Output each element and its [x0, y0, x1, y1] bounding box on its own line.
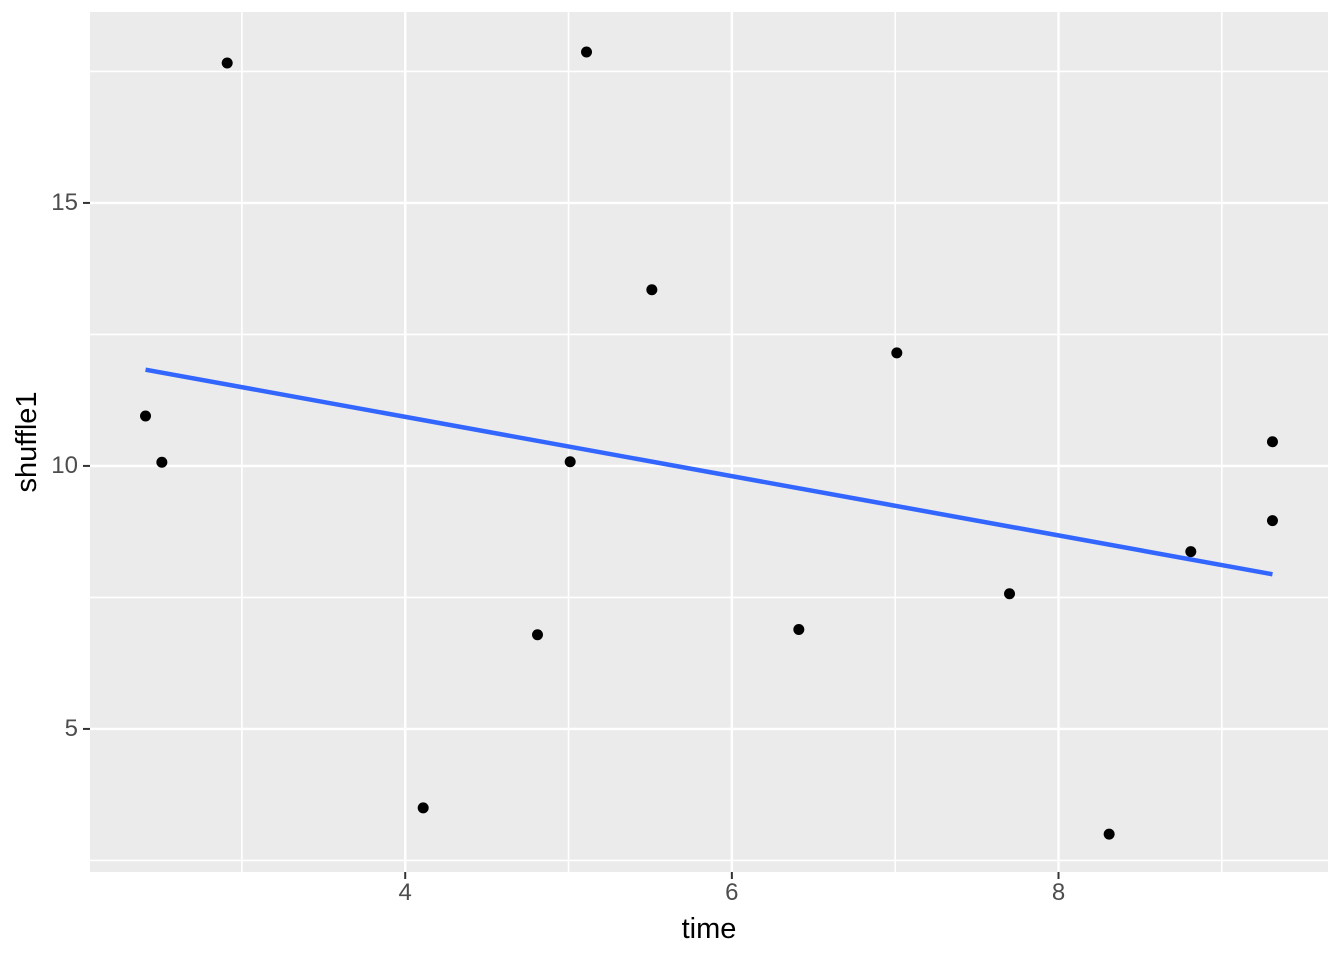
data-point: [581, 46, 593, 58]
y-tick-label: 5: [64, 714, 78, 742]
data-point: [140, 410, 152, 422]
data-point: [1004, 588, 1016, 600]
x-axis-title: time: [681, 913, 737, 945]
regression-line: [145, 367, 1273, 577]
x-tick-label: 4: [398, 879, 412, 906]
data-point: [891, 347, 903, 359]
data-point: [1266, 515, 1278, 527]
data-point: [564, 456, 576, 468]
y-tick-label: 15: [51, 188, 78, 216]
data-point: [793, 624, 805, 636]
data-point: [1185, 546, 1197, 558]
y-axis-title: shuffle1: [11, 391, 43, 493]
data-point: [1266, 436, 1278, 448]
data-point: [221, 57, 233, 69]
data-point: [646, 284, 658, 296]
x-tick-label: 8: [1051, 879, 1066, 906]
data-point: [1103, 828, 1115, 840]
data-point: [532, 629, 544, 641]
data-point: [417, 802, 429, 814]
y-tick-label: 10: [51, 451, 78, 479]
data-point: [156, 456, 168, 468]
x-tick-label: 6: [725, 879, 739, 906]
